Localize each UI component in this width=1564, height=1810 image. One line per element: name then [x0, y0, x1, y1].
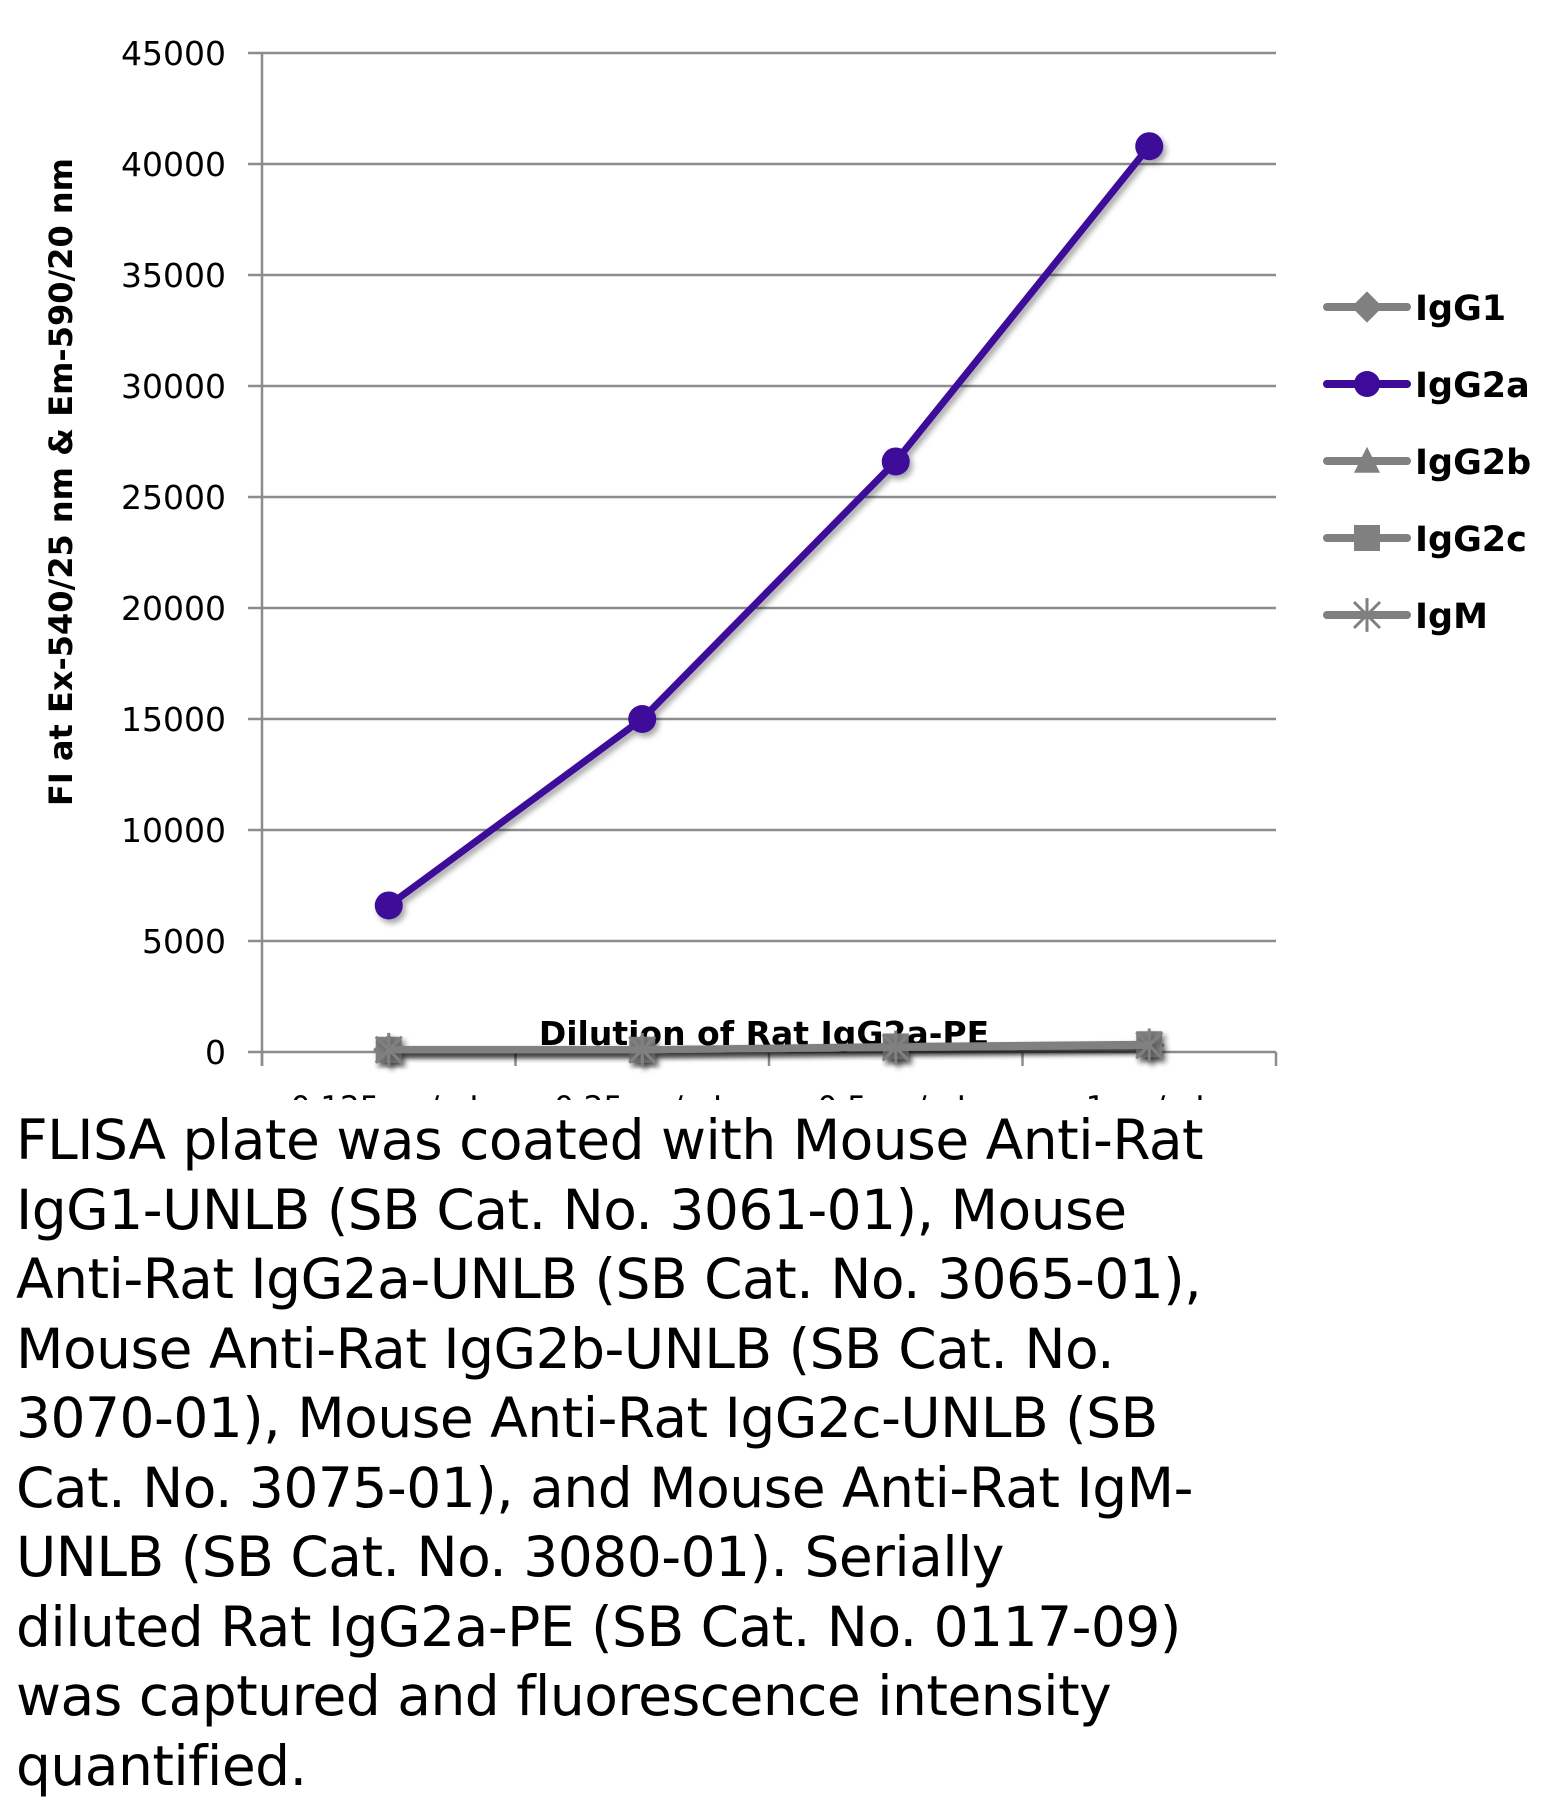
- caption-line: UNLB (SB Cat. No. 3080-01). Serially: [16, 1525, 1004, 1589]
- y-tick-label: 45000: [121, 34, 226, 73]
- x-tick-label: 0.5 µg/mL: [818, 1090, 975, 1100]
- x-tick-label: 1 µg/mL: [1086, 1090, 1214, 1100]
- caption-line: diluted Rat IgG2a-PE (SB Cat. No. 0117-0…: [16, 1594, 1181, 1659]
- series-IgM: [374, 1028, 1164, 1067]
- legend-item: IgG2c: [1323, 520, 1527, 560]
- legend-item: IgM: [1323, 597, 1488, 637]
- legend-label: IgG2c: [1415, 520, 1527, 560]
- caption-line: quantified.: [16, 1733, 307, 1798]
- y-tick-label: 5000: [142, 922, 226, 961]
- x-tick-label: 0.25 µg/mL: [554, 1090, 731, 1100]
- caption-line: Anti-Rat IgG2a-UNLB (SB Cat. No. 3065-01…: [16, 1247, 1202, 1311]
- series-line: [388, 1041, 1150, 1054]
- legend-item: IgG2b: [1323, 443, 1531, 483]
- caption-line: IgG1-UNLB (SB Cat. No. 3061-01), Mouse: [16, 1177, 1127, 1242]
- y-tick-label: 20000: [121, 589, 226, 628]
- line-chart: 0 5000 10000 15000 20000 25000 30000 35000 40000…: [42, 34, 1531, 1100]
- caption-line: Cat. No. 3075-01), and Mouse Anti-Rat Ig…: [16, 1455, 1193, 1520]
- legend-item: IgG1: [1323, 289, 1506, 329]
- caption-line: was captured and fluorescence intensity: [16, 1664, 1112, 1728]
- y-tick-label: 40000: [121, 145, 226, 184]
- y-axis-title: FI at Ex-540/25 nm & Em-590/20 nm: [42, 158, 80, 806]
- y-tick-label: 0: [205, 1033, 226, 1072]
- data-point: [1135, 1028, 1164, 1063]
- legend-item: IgG2a: [1323, 366, 1530, 406]
- data-point: [881, 447, 910, 476]
- caption-line: Mouse Anti-Rat IgG2b-UNLB (SB Cat. No.: [16, 1316, 1115, 1381]
- series-line: [386, 144, 1152, 909]
- x-tick-label: 0.125 µg/mL: [291, 1090, 488, 1100]
- y-tick-label: 30000: [121, 367, 226, 406]
- series-IgG2a: [374, 132, 1164, 920]
- legend-marker-circle-icon: [1354, 371, 1380, 397]
- legend-marker-triangle-icon: [1354, 446, 1380, 473]
- data-point: [628, 705, 657, 733]
- data-point: [881, 1030, 910, 1065]
- data-point: [628, 1032, 657, 1067]
- caption-line: 3070-01), Mouse Anti-Rat IgG2c-UNLB (SB: [16, 1386, 1158, 1450]
- legend-label: IgM: [1415, 597, 1488, 637]
- legend-label: IgG2a: [1415, 366, 1530, 406]
- legend-marker-square-icon: [1354, 525, 1380, 551]
- data-point: [374, 1032, 403, 1067]
- legend-marker-star-icon: [1352, 598, 1382, 632]
- y-tick-label: 10000: [121, 811, 226, 850]
- y-tick-label: 25000: [121, 478, 226, 517]
- legend-label: IgG1: [1415, 289, 1506, 329]
- data-point: [374, 891, 403, 920]
- caption-line: FLISA plate was coated with Mouse Anti-R…: [16, 1108, 1204, 1172]
- y-tick-label: 15000: [121, 700, 226, 739]
- data-point: [1135, 132, 1164, 161]
- legend-marker-diamond-icon: [1351, 291, 1383, 323]
- figure-caption: FLISA plate was coated with Mouse Anti-R…: [16, 1106, 1204, 1801]
- y-tick-label: 35000: [121, 256, 226, 295]
- legend-label: IgG2b: [1415, 443, 1531, 483]
